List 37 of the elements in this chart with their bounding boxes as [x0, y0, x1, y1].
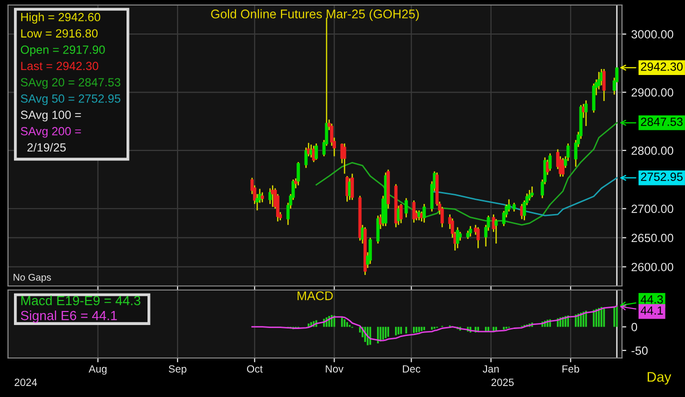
text: Day [648, 372, 672, 385]
y-tick-label: 2900.00 [632, 88, 674, 97]
text: SAvg 50 = 2752.95 [20, 94, 120, 106]
annotation: 2752.95 [641, 172, 683, 181]
y-tick-label: 2800.00 [632, 146, 674, 155]
annotation: Open = 2917.90 [20, 45, 105, 56]
y-tick-label: 2650.00 [632, 234, 674, 242]
y-tick-label: 2600.00 [632, 262, 674, 272]
x-tick-label: Feb [562, 364, 580, 373]
text: Signal E6 = 44.1 [20, 310, 117, 323]
annotation: Last = 2942.30 [21, 62, 98, 70]
annotation: 2/19/25 [27, 142, 66, 152]
annotation: No Gaps [14, 274, 51, 283]
annotation: Low = 2916.80 [21, 29, 98, 38]
y-tick-label: 2700.00 [632, 204, 674, 214]
text: SAvg 20 = 2847.53 [20, 78, 120, 89]
text: 2024 [14, 378, 38, 386]
annotation: SAvg 100 = [20, 110, 81, 122]
annotation: 44.1 [640, 306, 663, 315]
chart-title: Gold Online Futures Mar-25 (GOH25) [211, 9, 419, 21]
x-tick-label: Jan [482, 365, 499, 373]
text: Macd E19-E9 = 44.3 [21, 296, 140, 306]
x-tick-label: Nov [326, 365, 344, 373]
annotation: 44.3 [640, 295, 663, 304]
x-tick-label: Sep [168, 365, 186, 375]
y-tick-label: -50 [632, 346, 648, 355]
x-tick-label: Dec [402, 365, 420, 373]
x-tick-label: Aug [88, 365, 107, 375]
chart-title: MACD [298, 291, 333, 300]
annotation: 2942.30 [641, 62, 683, 71]
x-tick-label: Oct [247, 365, 263, 373]
y-tick-label: 3000.00 [631, 30, 674, 38]
annotation: SAvg 200 = [20, 126, 81, 138]
text: 2025 [492, 378, 514, 386]
annotation: High = 2942.60 [21, 12, 100, 24]
y-tick-label: 0 [631, 322, 638, 332]
annotation: 2847.53 [641, 118, 683, 126]
